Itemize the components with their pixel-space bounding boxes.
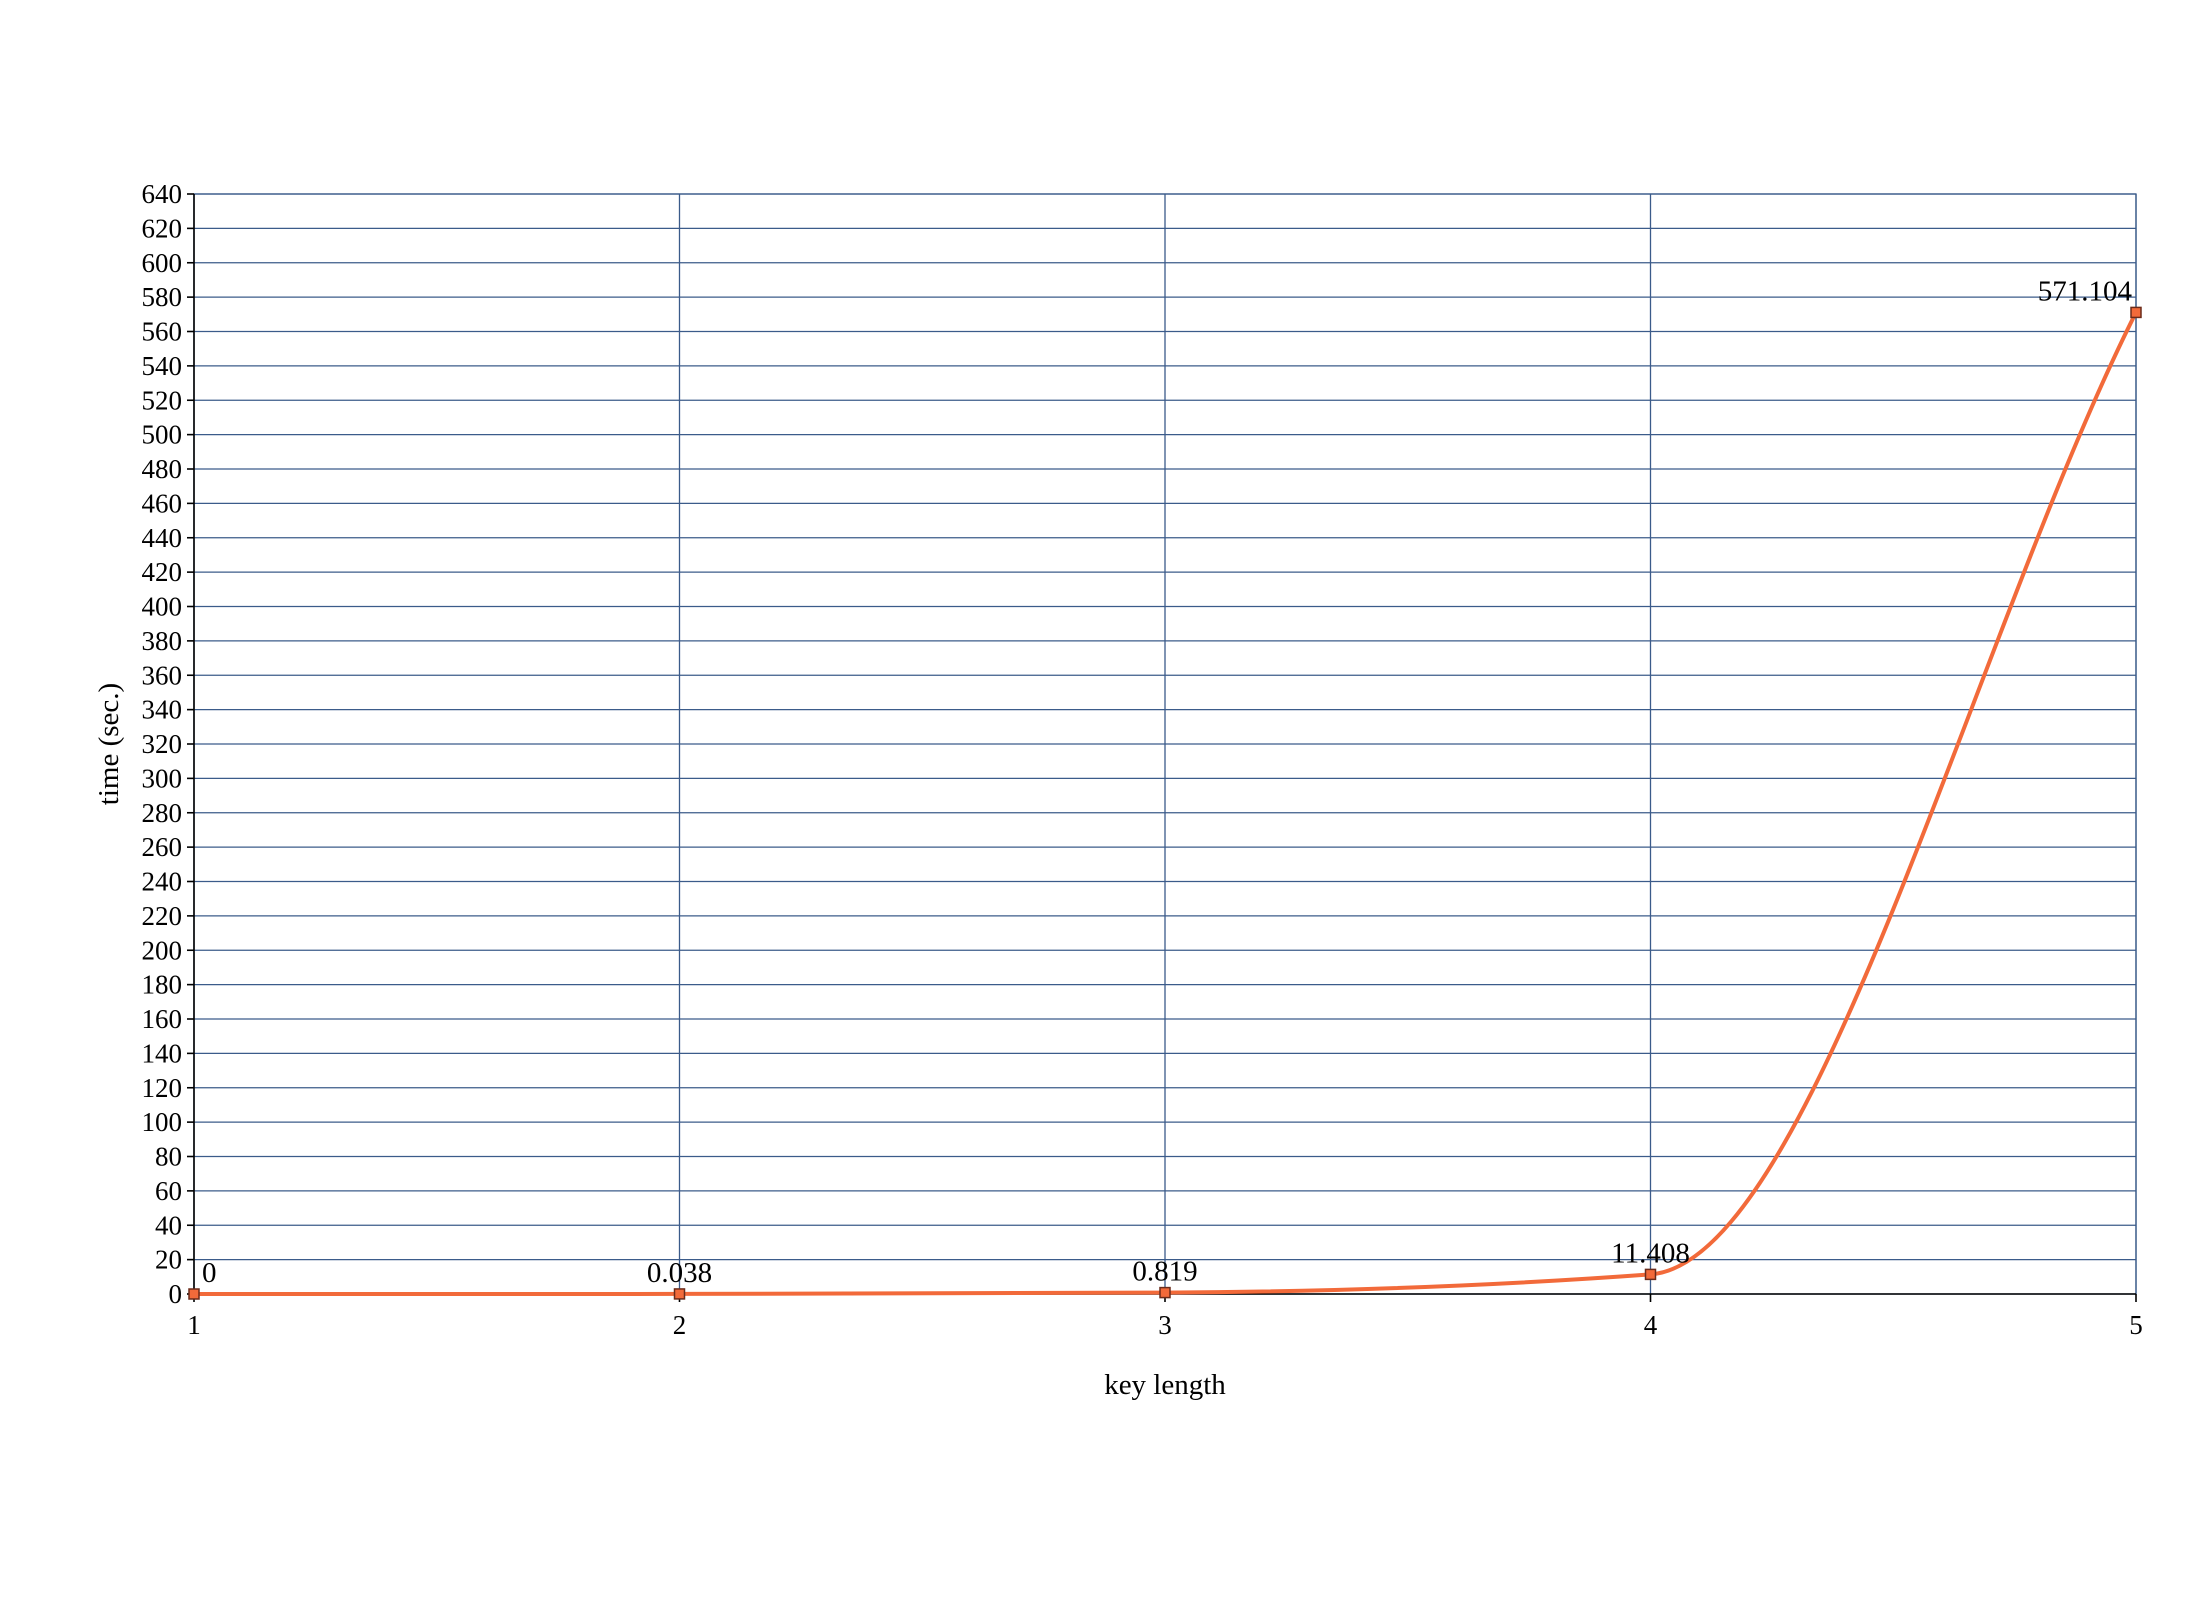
y-tick-label: 200	[142, 935, 183, 965]
y-tick-label: 100	[142, 1107, 183, 1137]
data-point	[673, 1288, 686, 1300]
y-tick-label: 60	[155, 1176, 182, 1206]
y-tick-label: 20	[155, 1245, 182, 1275]
y-tick-label: 520	[142, 385, 183, 415]
y-tick-label: 500	[142, 420, 183, 450]
y-tick-label: 620	[142, 213, 183, 243]
y-tick-label: 260	[142, 832, 183, 862]
data-label: 0	[202, 1257, 217, 1289]
data-point	[188, 1288, 200, 1300]
y-tick-label: 160	[142, 1004, 183, 1034]
x-tick-label: 1	[187, 1310, 201, 1340]
y-tick-label: 300	[142, 763, 183, 793]
x-tick-label: 3	[1158, 1310, 1172, 1340]
grid	[194, 193, 2137, 1294]
x-tick-label: 2	[673, 1310, 687, 1340]
y-tick-label: 460	[142, 488, 183, 518]
y-tick-label: 240	[142, 867, 183, 897]
data-point	[2130, 306, 2142, 319]
y-tick-label: 440	[142, 523, 183, 553]
y-axis-ticks: 0 20 40 60 80 100 120 140 160 180 200 220 240 260 280 3…	[142, 179, 194, 1309]
y-tick-label: 340	[142, 695, 183, 725]
y-tick-label: 580	[142, 282, 183, 312]
data-label: 571.104	[2038, 275, 2133, 307]
y-tick-label: 0	[169, 1279, 183, 1309]
y-tick-label: 280	[142, 798, 183, 828]
y-tick-label: 360	[142, 660, 183, 690]
data-point	[1644, 1268, 1657, 1281]
y-tick-label: 420	[142, 557, 183, 587]
x-axis-title: key length	[1104, 1369, 1226, 1401]
y-tick-label: 400	[142, 592, 183, 622]
y-tick-label: 560	[142, 317, 183, 347]
y-tick-label: 640	[142, 179, 183, 209]
y-tick-label: 140	[142, 1038, 183, 1068]
y-tick-label: 600	[142, 248, 183, 278]
y-tick-label: 80	[155, 1142, 182, 1172]
data-markers	[188, 306, 2142, 1300]
y-tick-label: 540	[142, 351, 183, 381]
y-tick-label: 380	[142, 626, 183, 656]
data-label: 0.038	[647, 1257, 712, 1289]
x-axis-ticks: 1 2 3 4 5	[187, 1294, 2143, 1340]
data-point	[1159, 1286, 1171, 1299]
y-tick-label: 480	[142, 454, 183, 484]
x-tick-label: 5	[2129, 1310, 2143, 1340]
data-label: 11.408	[1611, 1237, 1690, 1269]
data-label: 0.819	[1132, 1256, 1197, 1288]
y-tick-label: 120	[142, 1073, 183, 1103]
y-tick-label: 320	[142, 729, 183, 759]
data-labels: 0 0.038 0.819 11.408 571.104	[202, 275, 2133, 1289]
x-tick-label: 4	[1644, 1310, 1658, 1340]
y-axis-title: time (sec.)	[93, 683, 125, 805]
series-line	[193, 311, 2138, 1296]
y-tick-label: 40	[155, 1210, 182, 1240]
y-tick-label: 180	[142, 970, 183, 1000]
y-tick-label: 220	[142, 901, 183, 931]
